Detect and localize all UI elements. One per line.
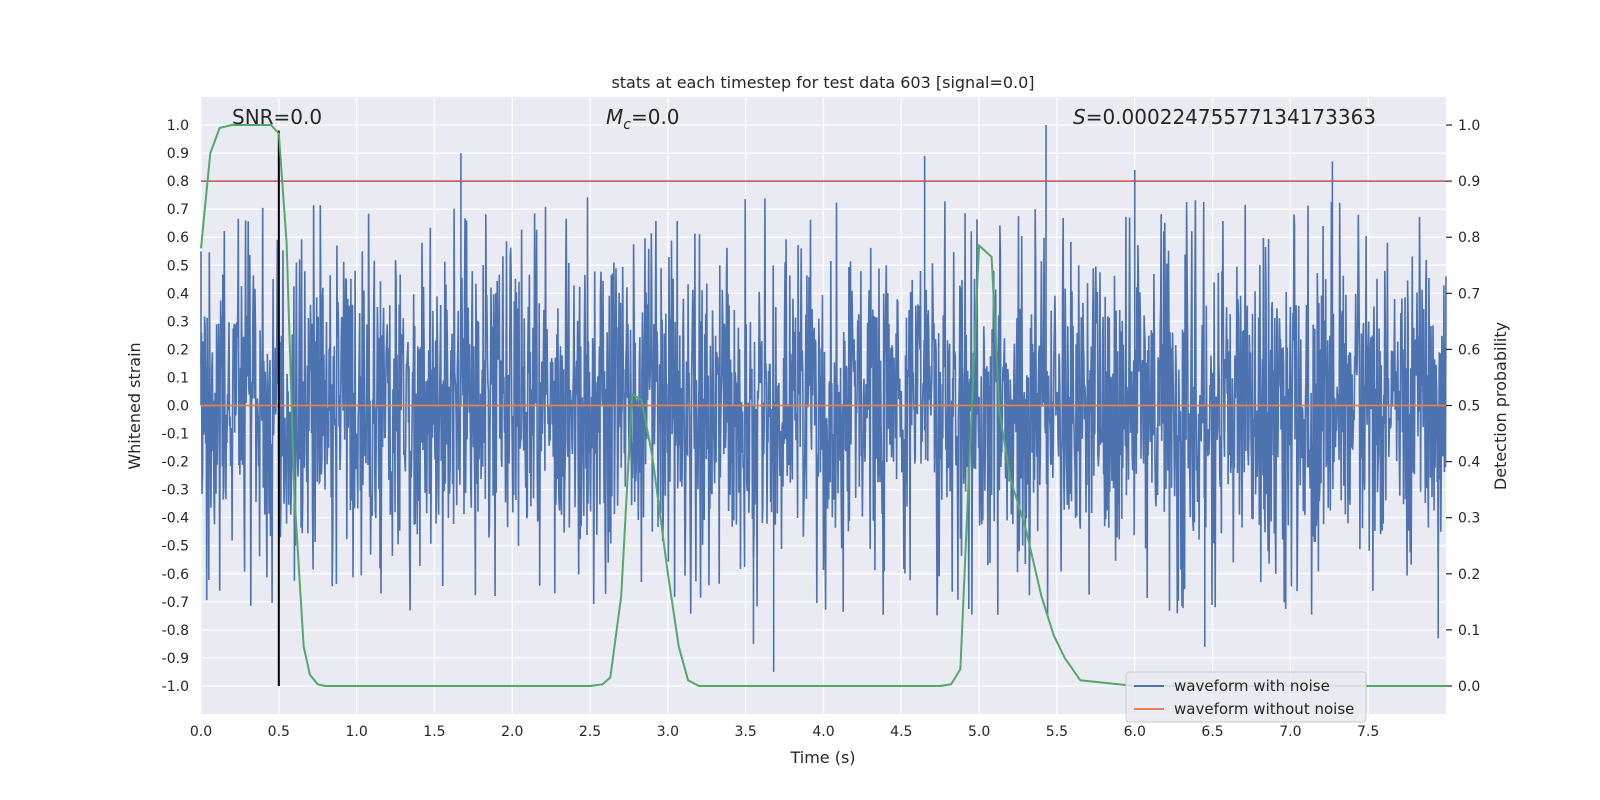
- mc-symbol: M: [606, 105, 623, 129]
- x-tick-label: 2.5: [579, 724, 601, 740]
- s-annotation: S=0.00022475577134173363: [1073, 105, 1376, 129]
- x-tick-label: 1.5: [423, 724, 445, 740]
- probability-series: [200, 124, 1446, 687]
- y2-tick-label: 0.8: [1458, 230, 1480, 246]
- y-tick-label: -0.9: [162, 651, 189, 667]
- mc-subscript: c: [623, 117, 631, 133]
- y2-tick-label: 0.9: [1458, 174, 1480, 190]
- y-tick-label: -0.8: [162, 623, 189, 639]
- y2-tick-label: 1.0: [1458, 118, 1480, 134]
- y-tick-label: -0.4: [162, 511, 189, 527]
- legend: waveform with noise waveform without noi…: [1125, 671, 1367, 723]
- probability-line: [200, 124, 1446, 687]
- noise-line: [200, 197, 1447, 616]
- x-tick-label: 4.0: [812, 724, 834, 740]
- x-tick-label: 3.0: [657, 724, 679, 740]
- y2-tick-label: 0.4: [1458, 455, 1480, 471]
- x-tick-label: 7.5: [1357, 724, 1379, 740]
- y-tick-label: -0.3: [162, 483, 189, 499]
- right-y-ticks: 1.0 0.9 0.8 0.7 0.6 0.5 0.4 0.3 0.2 0.1 0.0: [1446, 118, 1480, 695]
- noise-series: [200, 125, 1447, 672]
- y2-tick-label: 0.2: [1458, 567, 1480, 583]
- left-y-ticks: 1.0 0.9 0.8 0.7 0.6 0.5 0.4 0.3 0.2 0.1 0.0 -0.1 -0.…: [162, 118, 189, 695]
- x-ticks: 0.0 0.5 1.0 1.5 2.0 2.5 3.0 3.5 4.0 4.5 5.0 5.5 6.0 6…: [190, 724, 1379, 740]
- y2-tick-label: 0.1: [1458, 623, 1480, 639]
- mc-annotation: Mc=0.0: [606, 105, 680, 133]
- y2-tick-label: 0.7: [1458, 286, 1480, 302]
- reference-lines: [201, 130, 1446, 686]
- y-tick-label: -0.1: [162, 427, 189, 443]
- x-tick-label: 6.0: [1124, 724, 1146, 740]
- x-tick-label: 6.5: [1201, 724, 1223, 740]
- y-tick-label: -0.7: [162, 595, 189, 611]
- x-tick-label: 5.0: [968, 724, 990, 740]
- y-tick-label: 0.0: [167, 399, 189, 415]
- s-symbol: S: [1073, 105, 1086, 129]
- y2-axis-label: Detection probability: [1491, 322, 1510, 490]
- snr-annotation: SNR=0.0: [232, 105, 322, 129]
- y-tick-label: -0.5: [162, 539, 189, 555]
- x-tick-label: 0.0: [190, 724, 212, 740]
- y-tick-label: 0.3: [167, 314, 189, 330]
- y2-tick-label: 0.5: [1458, 399, 1480, 415]
- chart-title: stats at each timestep for test data 603…: [611, 73, 1034, 92]
- y-tick-label: 0.8: [167, 174, 189, 190]
- y2-tick-label: 0.0: [1458, 679, 1480, 695]
- x-tick-label: 1.0: [345, 724, 367, 740]
- legend-label-clean: waveform without noise: [1174, 700, 1354, 718]
- y-tick-label: 0.1: [167, 370, 189, 386]
- x-tick-label: 0.5: [268, 724, 290, 740]
- y-tick-label: 0.7: [167, 202, 189, 218]
- x-tick-label: 4.5: [890, 724, 912, 740]
- y-tick-label: 1.0: [167, 118, 189, 134]
- y-tick-label: 0.6: [167, 230, 189, 246]
- y-tick-label: -1.0: [162, 679, 189, 695]
- y-tick-label: 0.9: [167, 146, 189, 162]
- x-tick-label: 7.0: [1279, 724, 1301, 740]
- mc-value: =0.0: [631, 105, 680, 129]
- legend-label-noise: waveform with noise: [1174, 677, 1330, 695]
- y-tick-label: 0.5: [167, 258, 189, 274]
- x-axis-label: Time (s): [789, 748, 855, 767]
- y-tick-label: -0.6: [162, 567, 189, 583]
- y2-tick-label: 0.6: [1458, 342, 1480, 358]
- legend-box: [1125, 671, 1367, 723]
- s-value: =0.00022475577134173363: [1086, 105, 1376, 129]
- y2-tick-label: 0.3: [1458, 511, 1480, 527]
- y-tick-label: 0.4: [167, 286, 189, 302]
- y-tick-label: -0.2: [162, 455, 189, 471]
- y-axis-label: Whitened strain: [125, 342, 144, 469]
- x-tick-label: 3.5: [735, 724, 757, 740]
- y-tick-label: 0.2: [167, 342, 189, 358]
- x-tick-label: 5.5: [1046, 724, 1068, 740]
- x-tick-label: 2.0: [501, 724, 523, 740]
